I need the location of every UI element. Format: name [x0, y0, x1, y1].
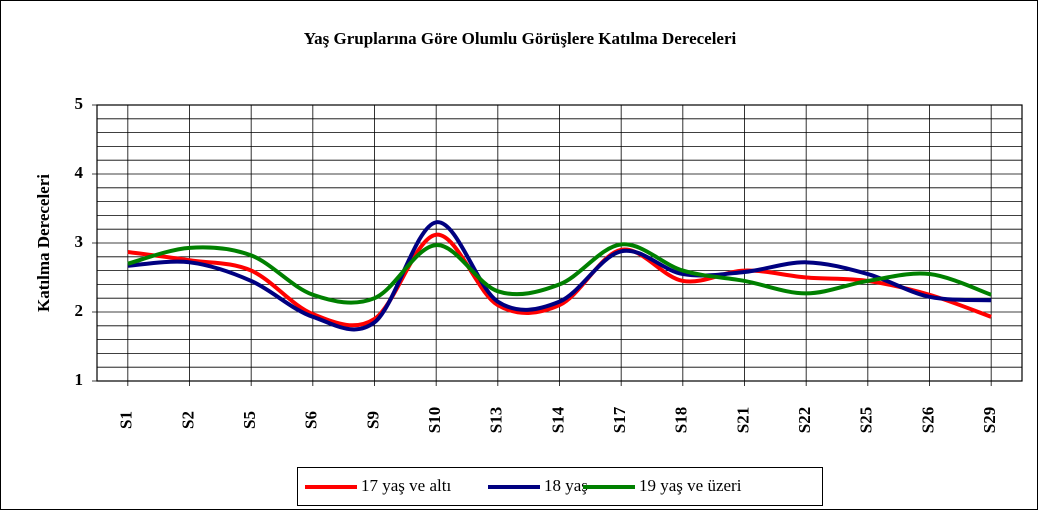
y-axis-label: Katılma Dereceleri [34, 174, 53, 312]
x-tick-label: S21 [733, 407, 752, 433]
x-tick-label: S26 [918, 407, 937, 433]
legend-label: 19 yaş ve üzeri [639, 476, 742, 495]
x-tick-label: S5 [240, 411, 259, 429]
legend-label: 18 yaş [544, 476, 588, 495]
x-tick-label: S17 [610, 406, 629, 433]
legend-label: 17 yaş ve altı [361, 476, 451, 495]
x-tick-label: S22 [795, 407, 814, 433]
x-tick-label: S9 [363, 411, 382, 429]
x-tick-label: S14 [548, 406, 567, 433]
x-tick-label: S1 [117, 411, 136, 429]
series-line [127, 232, 992, 328]
series-line [127, 242, 992, 305]
x-tick-label: S25 [857, 407, 876, 433]
x-tick-label: S6 [302, 411, 321, 429]
chart-title: Yaş Gruplarına Göre Olumlu Görüşlere Kat… [304, 29, 737, 48]
y-tick-label: 3 [75, 232, 84, 251]
x-tick-label: S10 [425, 407, 444, 433]
x-tick-label: S13 [487, 407, 506, 433]
y-tick-label: 5 [75, 94, 84, 113]
y-tick-label: 2 [75, 301, 84, 320]
x-tick-label: S18 [672, 407, 691, 433]
x-tick-label: S29 [980, 407, 999, 433]
plot-area [96, 104, 1023, 382]
y-tick-label: 1 [75, 370, 84, 389]
legend-box [297, 467, 823, 506]
x-tick-label: S2 [178, 411, 197, 429]
y-tick-label: 4 [75, 163, 84, 182]
series-line [127, 220, 992, 332]
